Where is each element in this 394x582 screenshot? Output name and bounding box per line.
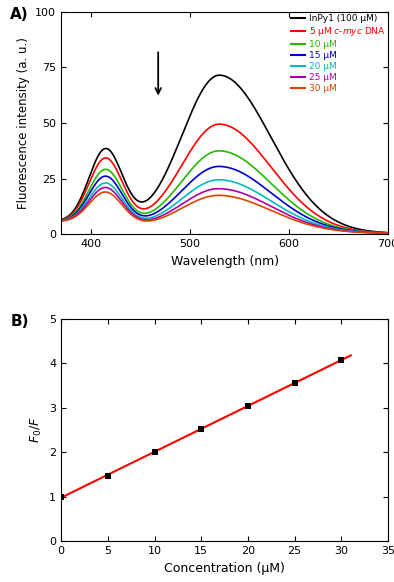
Legend: InPy1 (100 μM), 5 μM $\it{c}$-$\it{myc}$ DNA, 10 μM, 15 μM, 20 μM, 25 μM, 30 μM: InPy1 (100 μM), 5 μM $\it{c}$-$\it{myc}$… [290, 13, 386, 94]
Text: B): B) [10, 314, 29, 329]
Point [105, 471, 111, 481]
Point [58, 492, 64, 502]
X-axis label: Concentration (μM): Concentration (μM) [164, 562, 285, 574]
Point [151, 447, 158, 456]
Point [245, 401, 251, 410]
Y-axis label: $F_0/F$: $F_0/F$ [28, 417, 43, 443]
Point [198, 424, 204, 434]
Text: A): A) [10, 7, 29, 22]
Point [338, 356, 344, 365]
X-axis label: Wavelength (nm): Wavelength (nm) [171, 254, 279, 268]
Y-axis label: Fluorescence intensity (a. u.): Fluorescence intensity (a. u.) [17, 37, 30, 209]
Point [292, 378, 298, 388]
